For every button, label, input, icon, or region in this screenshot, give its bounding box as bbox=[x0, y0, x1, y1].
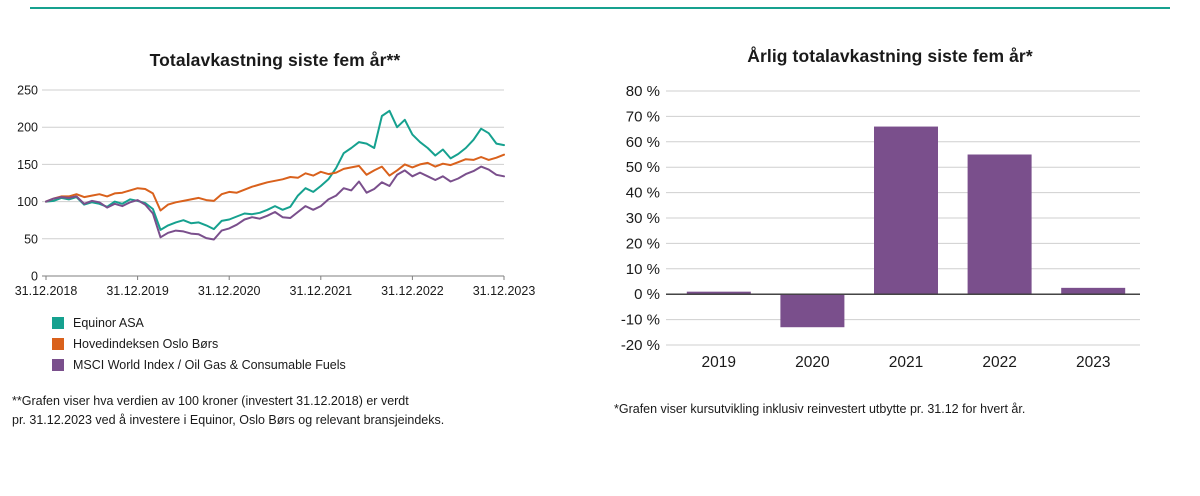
footnote-line-2: pr. 31.12.2023 ved å investere i Equinor… bbox=[12, 412, 445, 427]
total-return-line-chart: Totalavkastning siste fem år** 0 50 100 150… bbox=[0, 0, 570, 496]
legend-label: MSCI World Index / Oil Gas & Consumable … bbox=[73, 358, 346, 372]
y-axis-label: 200 bbox=[17, 121, 38, 135]
legend-swatch bbox=[52, 317, 64, 329]
y-axis-label: 80 % bbox=[626, 83, 660, 100]
y-axis-label: 30 % bbox=[626, 210, 660, 227]
bar-2023 bbox=[1061, 287, 1126, 295]
legend-item-msci: MSCI World Index / Oil Gas & Consumable … bbox=[52, 358, 346, 372]
footnote-line-1: **Grafen viser hva verdien av 100 kroner… bbox=[12, 394, 409, 408]
top-rule bbox=[30, 7, 1170, 9]
y-axis-label: 100 bbox=[17, 195, 38, 209]
x-axis-label: 31.12.2022 bbox=[381, 284, 444, 298]
bar-2021 bbox=[874, 126, 938, 295]
y-axis-label: 70 % bbox=[626, 108, 660, 125]
bar-2019 bbox=[686, 291, 751, 295]
x-axis-label: 31.12.2023 bbox=[473, 284, 536, 298]
x-axis-label: 31.12.2020 bbox=[198, 284, 261, 298]
legend-item-oslo-bors: Hovedindeksen Oslo Børs bbox=[52, 337, 346, 351]
x-axis-label: 31.12.2021 bbox=[290, 284, 353, 298]
legend-label: Equinor ASA bbox=[73, 316, 144, 330]
x-axis-label: 2020 bbox=[795, 354, 830, 371]
legend-swatch bbox=[52, 338, 64, 350]
y-axis-label: 50 % bbox=[626, 159, 660, 176]
series-line bbox=[45, 165, 505, 241]
y-axis-label: 60 % bbox=[626, 134, 660, 151]
x-axis-label: 31.12.2018 bbox=[15, 284, 78, 298]
bar-chart-plot: 80 % 70 % 60 % 50 % 40 % 30 % 20 % 10 % 0 % -10 %… bbox=[621, 83, 1140, 371]
bar-2020 bbox=[780, 294, 845, 328]
legend-swatch bbox=[52, 359, 64, 371]
x-axis-label: 2023 bbox=[1076, 354, 1110, 371]
line-chart-title: Totalavkastning siste fem år** bbox=[149, 50, 401, 70]
line-chart-footnote: **Grafen viser hva verdien av 100 kroner… bbox=[12, 392, 557, 430]
x-axis-label: 2019 bbox=[702, 354, 736, 371]
annual-return-bar-chart: Årlig totalavkastning siste fem år* 80 %… bbox=[600, 0, 1190, 496]
y-axis-label: 0 % bbox=[634, 286, 660, 303]
y-axis-label: 20 % bbox=[626, 235, 660, 252]
bar-2022 bbox=[967, 154, 1032, 295]
bar-chart-footnote: *Grafen viser kursutvikling inklusiv rei… bbox=[614, 402, 1026, 416]
y-axis-label: -10 % bbox=[621, 312, 660, 329]
series-line bbox=[45, 109, 505, 231]
y-axis-label: 250 bbox=[17, 84, 38, 98]
line-chart-legend: Equinor ASA Hovedindeksen Oslo Børs MSCI… bbox=[52, 316, 346, 372]
series-line bbox=[45, 153, 505, 212]
x-axis-label: 2021 bbox=[889, 354, 923, 371]
y-axis-label: 150 bbox=[17, 158, 38, 172]
x-axis-label: 2022 bbox=[982, 354, 1016, 371]
y-axis-label: 10 % bbox=[626, 261, 660, 278]
y-axis-label: -20 % bbox=[621, 337, 660, 354]
line-chart-plot: 0 50 100 150 200 250 31.12.2018 31.12.2019 31.12… bbox=[15, 84, 536, 299]
legend-item-equinor: Equinor ASA bbox=[52, 316, 346, 330]
x-axis-label: 31.12.2019 bbox=[106, 284, 169, 298]
y-axis-label: 50 bbox=[24, 232, 38, 246]
y-axis-label: 40 % bbox=[626, 185, 660, 202]
y-axis-label: 0 bbox=[31, 270, 38, 284]
legend-label: Hovedindeksen Oslo Børs bbox=[73, 337, 219, 351]
bar-chart-title: Årlig totalavkastning siste fem år* bbox=[747, 46, 1033, 66]
